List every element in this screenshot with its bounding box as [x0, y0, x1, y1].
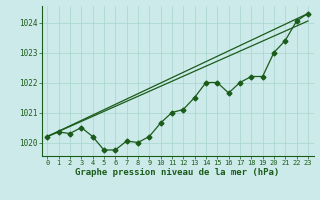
X-axis label: Graphe pression niveau de la mer (hPa): Graphe pression niveau de la mer (hPa)	[76, 168, 280, 177]
